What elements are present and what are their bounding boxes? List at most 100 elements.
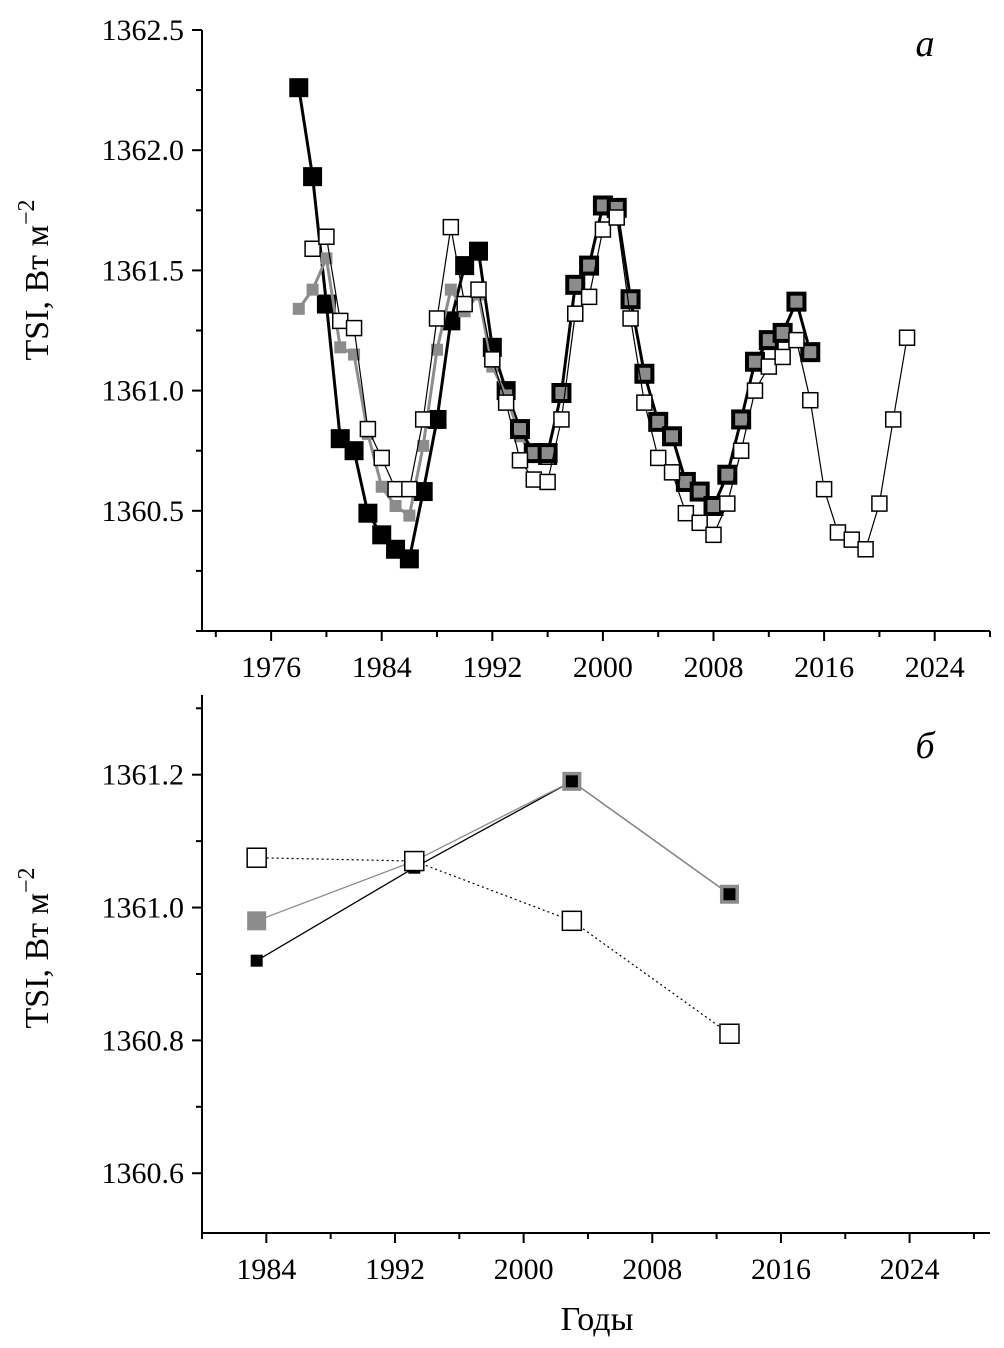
data-point xyxy=(857,541,874,558)
data-point xyxy=(348,348,361,361)
data-point xyxy=(561,910,583,932)
data-point xyxy=(428,310,446,327)
x-tick-label: 1992 xyxy=(462,651,522,684)
y-tick-label: 1362.5 xyxy=(102,14,185,47)
data-point xyxy=(565,775,578,788)
series-black-small-square-solid xyxy=(250,775,736,967)
data-point xyxy=(303,167,323,187)
data-point xyxy=(898,329,916,346)
panel-a-ylabel-text: TSI, Вт м xyxy=(19,225,56,361)
data-point xyxy=(567,305,584,322)
data-point xyxy=(345,319,363,337)
data-point xyxy=(372,525,392,545)
data-point xyxy=(444,283,457,296)
data-point xyxy=(320,252,333,265)
panel-a: 1360.5 1361.0 1361.5 1362.0 1362.5 1976 1984 19… xyxy=(14,14,991,684)
data-point xyxy=(663,464,681,481)
panel-b-ylabel: TSI, Вт м−2 xyxy=(14,867,56,1028)
data-point xyxy=(691,514,708,532)
data-point xyxy=(247,911,267,931)
data-point xyxy=(719,1023,740,1044)
panel-b-axes: 1360.6 1360.8 1361.0 1361.2 1984 1992 2000 2008… xyxy=(102,695,990,1286)
x-tick-label: 2024 xyxy=(880,1253,940,1286)
data-point xyxy=(470,281,487,298)
panel-a-ylabel: TSI, Вт м−2 xyxy=(14,199,56,360)
data-point xyxy=(537,443,558,464)
data-point xyxy=(788,331,805,349)
data-point xyxy=(580,288,598,306)
y-tick-label: 1362.0 xyxy=(102,134,185,167)
data-point xyxy=(455,256,475,276)
data-point xyxy=(539,473,556,491)
data-point xyxy=(525,471,543,488)
data-point xyxy=(800,342,821,363)
x-tick-label: 2008 xyxy=(622,1253,682,1286)
panel-a-series xyxy=(289,78,916,569)
y-tick-label: 1361.5 xyxy=(102,254,185,287)
data-point xyxy=(705,526,722,544)
series-gray-square-solid xyxy=(247,771,739,931)
y-tick-label: 1360.5 xyxy=(102,495,185,528)
x-tick-label: 1976 xyxy=(241,651,301,684)
data-point xyxy=(579,255,600,276)
data-point xyxy=(316,294,336,314)
data-point xyxy=(375,480,388,493)
data-point xyxy=(648,411,669,432)
data-point xyxy=(292,302,305,315)
data-point xyxy=(387,480,404,498)
x-tick-label: 1984 xyxy=(352,651,412,684)
data-point xyxy=(620,289,641,310)
data-point xyxy=(414,411,432,428)
panel-b-ylabel-sup: −2 xyxy=(14,867,40,893)
data-point xyxy=(318,228,335,245)
data-point xyxy=(401,480,418,498)
data-point xyxy=(719,495,736,512)
data-point xyxy=(731,409,752,430)
data-point xyxy=(760,358,778,375)
x-tick-label: 2016 xyxy=(751,1253,811,1286)
y-tick-label: 1361.2 xyxy=(102,759,185,792)
data-point xyxy=(622,310,639,327)
series-line xyxy=(256,780,730,962)
data-point xyxy=(815,480,833,498)
data-point xyxy=(677,504,695,522)
series-white-open-square xyxy=(304,209,916,558)
x-tick-label: 2024 xyxy=(905,651,965,684)
data-point xyxy=(358,503,378,523)
panel-b-series xyxy=(246,771,740,1044)
data-point xyxy=(829,524,847,541)
data-point xyxy=(431,343,444,356)
data-point xyxy=(565,274,586,295)
y-tick-label: 1360.6 xyxy=(102,1157,185,1190)
data-point xyxy=(746,382,764,399)
series-black-filled-square xyxy=(289,78,558,569)
x-tick-label: 2000 xyxy=(494,1253,554,1286)
data-point xyxy=(403,509,416,522)
data-point xyxy=(334,341,347,354)
data-point xyxy=(786,291,807,312)
overlay-black-markers xyxy=(565,775,736,901)
data-point xyxy=(417,439,430,452)
data-point xyxy=(468,241,488,261)
data-point xyxy=(331,312,349,330)
panel-b: 1360.6 1360.8 1361.0 1361.2 1984 1992 2000 2008… xyxy=(14,695,990,1338)
series-line xyxy=(312,216,908,551)
y-tick-label: 1360.8 xyxy=(102,1024,185,1057)
data-point xyxy=(306,283,319,296)
data-point xyxy=(774,348,791,366)
data-point xyxy=(553,411,570,428)
series-line xyxy=(256,780,730,922)
y-tick-label: 1361.0 xyxy=(102,892,185,925)
data-point xyxy=(689,481,710,502)
series-line xyxy=(256,857,730,1035)
data-point xyxy=(344,441,364,461)
data-point xyxy=(551,383,572,404)
data-point xyxy=(497,394,515,411)
data-point xyxy=(289,78,309,98)
data-point xyxy=(373,449,390,467)
data-point xyxy=(456,295,473,313)
data-point xyxy=(723,888,736,901)
data-point xyxy=(359,420,377,438)
x-tick-label: 1984 xyxy=(236,1253,296,1286)
data-point xyxy=(636,394,653,411)
